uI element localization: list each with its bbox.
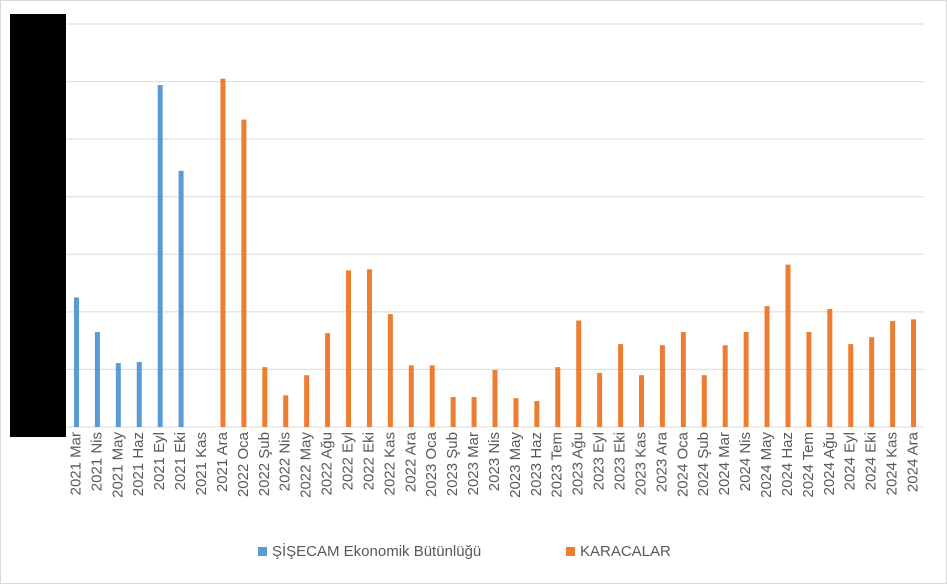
bar [325,333,331,427]
x-tick-label: 2023 Haz [528,432,545,496]
x-tick-label: 2024 Mar [716,432,733,495]
bar [597,372,603,427]
x-tick-label: 2021 Eyl [151,432,168,490]
bar [471,397,477,427]
bar [722,345,728,427]
bar [220,78,226,427]
legend-label: KARACALAR [580,543,671,560]
bar [94,332,100,427]
bar [659,345,665,427]
x-tick-label: 2024 May [758,432,775,498]
x-tick-label: 2024 Ağu [821,432,838,495]
x-tick-label: 2023 May [507,432,524,498]
bar [806,332,812,427]
bar [638,375,644,427]
legend-swatch [258,547,267,556]
x-tick-label: 2021 Mar [67,432,84,495]
x-tick-label: 2023 Şub [444,432,461,496]
bar [136,361,142,427]
x-tick-label: 2021 Haz [130,432,147,496]
bar [618,344,624,427]
x-tick-label: 2021 Ara [214,431,231,492]
bar [408,365,414,427]
x-tick-label: 2023 Ağu [570,432,587,495]
bar [115,363,121,427]
bar [157,85,163,428]
bar [869,337,875,427]
x-tick-label: 2021 May [109,432,126,498]
bar [73,297,79,427]
x-tick-label: 2024 Oca [674,431,691,497]
x-tick-label: 2024 Nis [737,432,754,491]
x-tick-label: 2022 May [298,432,315,498]
x-tick-label: 2024 Şub [695,432,712,496]
bar [513,398,519,427]
x-tick-label: 2022 Ara [402,431,419,492]
bar [576,320,582,427]
x-tick-label: 2024 Kas [884,432,901,495]
bar [701,375,707,427]
bar [555,367,561,427]
bar [387,314,393,427]
redaction-box [10,14,66,437]
bar [429,365,435,427]
x-tick-label: 2023 Nis [486,432,503,491]
x-tick-label: 2022 Şub [256,432,273,496]
bar [346,270,352,427]
legend-swatch [566,547,575,556]
bar [366,269,372,427]
x-tick-label: 2023 Kas [632,432,649,495]
bar [262,367,268,427]
bar [492,370,498,427]
bar [680,332,686,427]
x-tick-label: 2024 Ara [905,431,922,492]
bar [283,395,289,427]
x-tick-label: 2023 Ara [653,431,670,492]
x-tick-label: 2022 Oca [235,431,252,497]
x-tick-label: 2022 Eki [360,432,377,490]
legend-label: ŞİŞECAM Ekonomik Bütünlüğü [272,542,481,560]
x-tick-label: 2022 Ağu [319,432,336,495]
x-tick-label: 2023 Eyl [591,432,608,490]
x-tick-label: 2023 Mar [465,432,482,495]
x-tick-label: 2022 Eyl [339,432,356,490]
bar [890,321,896,427]
x-tick-label: 2021 Eki [172,432,189,490]
x-tick-label: 2021 Kas [193,432,210,495]
bar [785,264,791,427]
bar [450,397,456,427]
x-tick-label: 2021 Nis [88,432,105,491]
bar [304,375,310,427]
bar [534,401,540,427]
bar [178,170,184,428]
x-tick-label: 2022 Nis [277,432,294,491]
x-tick-label: 2023 Tem [549,432,566,498]
x-tick-label: 2022 Kas [381,432,398,495]
bar [743,332,749,427]
bar [764,306,770,427]
bar [911,319,917,427]
bar [827,308,833,427]
x-tick-label: 2024 Haz [779,432,796,496]
x-tick-label: 2023 Oca [423,431,440,497]
x-tick-label: 2023 Eki [612,432,629,490]
bar [241,119,247,427]
x-tick-label: 2024 Eki [863,432,880,490]
x-tick-label: 2024 Eyl [842,432,859,490]
bar [848,344,854,427]
x-tick-label: 2024 Tem [800,432,817,498]
